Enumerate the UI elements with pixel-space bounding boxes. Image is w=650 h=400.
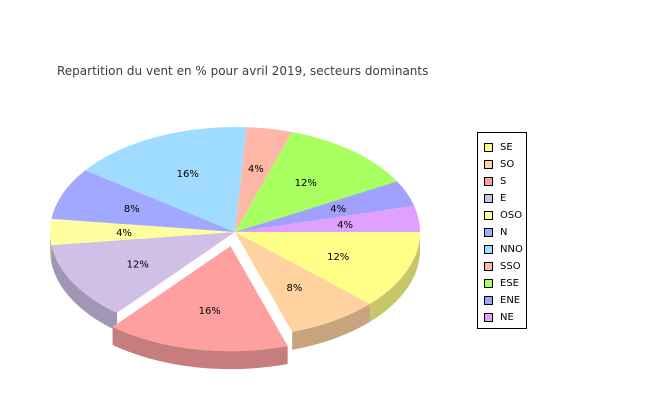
legend-item: E bbox=[478, 190, 526, 207]
legend-item: ESE bbox=[478, 275, 526, 292]
pie-slice-e bbox=[51, 232, 236, 313]
legend-item: SE bbox=[478, 139, 526, 156]
pie-side-oso bbox=[50, 232, 52, 264]
pie-slice-nno bbox=[85, 127, 247, 232]
legend-swatch bbox=[484, 296, 493, 305]
pie-value-label: 12% bbox=[327, 252, 349, 263]
pie-value-label: 16% bbox=[177, 169, 199, 180]
legend-swatch bbox=[484, 194, 493, 203]
legend-item: N bbox=[478, 224, 526, 241]
pie-slice-ne bbox=[235, 205, 420, 232]
legend-label: ESE bbox=[500, 278, 519, 289]
pie-slice-ene bbox=[235, 181, 415, 232]
legend-swatch bbox=[484, 211, 493, 220]
legend-label: NNO bbox=[500, 244, 523, 255]
legend-label: SSO bbox=[500, 261, 521, 272]
pie-value-label: 12% bbox=[295, 178, 317, 189]
legend-item: OSO bbox=[478, 207, 526, 224]
pie-side-e bbox=[51, 245, 118, 331]
legend-swatch bbox=[484, 143, 493, 152]
pie-value-label: 8% bbox=[124, 204, 140, 215]
legend-label: N bbox=[500, 227, 508, 238]
legend-label: OSO bbox=[500, 210, 523, 221]
pie-value-label: 4% bbox=[330, 204, 346, 215]
pie-value-label: 8% bbox=[287, 283, 303, 294]
legend-swatch bbox=[484, 245, 493, 254]
pie-side-s bbox=[112, 327, 288, 370]
legend-swatch bbox=[484, 177, 493, 186]
legend: SE SO S E OSO N NNO SSO ESE ENE NE bbox=[477, 132, 527, 329]
pie-side-se bbox=[369, 232, 420, 322]
legend-item: ENE bbox=[478, 292, 526, 309]
pie-slice-n bbox=[51, 170, 236, 232]
legend-item: SSO bbox=[478, 258, 526, 275]
legend-swatch bbox=[484, 313, 493, 322]
legend-label: NE bbox=[500, 312, 514, 323]
pie-slice-s bbox=[112, 246, 288, 352]
pie-value-label: 4% bbox=[116, 228, 132, 239]
pie-depth bbox=[50, 232, 420, 370]
legend-item: SO bbox=[478, 156, 526, 173]
legend-swatch bbox=[484, 160, 493, 169]
legend-label: E bbox=[500, 193, 507, 204]
legend-item: NE bbox=[478, 309, 526, 326]
pie-value-label: 12% bbox=[127, 259, 149, 270]
pie-slice-se bbox=[235, 232, 420, 304]
legend-item: S bbox=[478, 173, 526, 190]
legend-swatch bbox=[484, 228, 493, 237]
legend-swatch bbox=[484, 279, 493, 288]
pie-slice-so bbox=[235, 232, 370, 332]
legend-label: SO bbox=[500, 159, 515, 170]
pie-slice-sso bbox=[235, 127, 293, 232]
pie-slice-oso bbox=[49, 218, 236, 246]
legend-swatch bbox=[484, 262, 493, 271]
chart-title: Repartition du vent en % pour avril 2019… bbox=[57, 64, 429, 78]
pie-slices bbox=[49, 127, 420, 352]
legend-label: S bbox=[500, 176, 507, 187]
pie-value-label: 4% bbox=[248, 164, 264, 175]
pie-slice-ese bbox=[235, 132, 398, 232]
pie-value-labels: 12% 8% 16% 12% 4% 8% 16% 4% 12% 4% 4% bbox=[116, 164, 353, 317]
pie-value-label: 16% bbox=[199, 306, 221, 317]
pie-value-label: 4% bbox=[337, 220, 353, 231]
pie-side-so bbox=[292, 303, 370, 350]
legend-label: SE bbox=[500, 142, 513, 153]
legend-item: NNO bbox=[478, 241, 526, 258]
legend-label: ENE bbox=[500, 295, 521, 306]
